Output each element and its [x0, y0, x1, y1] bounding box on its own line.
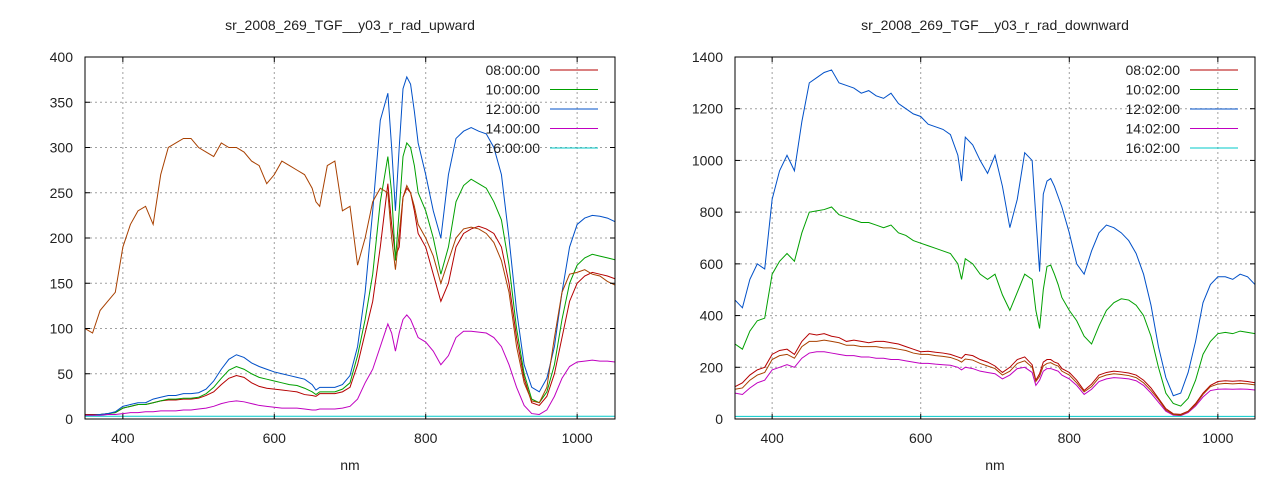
legend-label: 12:00:00 [486, 101, 541, 117]
y-tick-label: 400 [50, 49, 74, 65]
y-tick-label: 200 [700, 359, 724, 375]
series-line-100000 [85, 141, 615, 416]
legend-label: 14:00:00 [486, 121, 541, 137]
series-line-140200 [735, 351, 1255, 417]
chart-title: sr_2008_269_TGF__y03_r_rad_downward [861, 17, 1129, 33]
series-line-120200 [735, 69, 1255, 397]
chart-panel-1: 400 600 800 1000 0 50 100 150 200 250 300 350 400 sr_… [50, 17, 616, 473]
plot-frame [734, 56, 1256, 420]
x-tick-label: 400 [760, 430, 784, 446]
x-axis-label: nm [985, 457, 1004, 473]
legend-label: 10:02:00 [1126, 82, 1181, 98]
y-tick-label: 150 [50, 275, 74, 291]
legend-label: 10:00:00 [486, 82, 541, 98]
legend-label: 12:02:00 [1126, 101, 1181, 117]
series-line-140000 [85, 314, 615, 416]
series-line-unlabeled [735, 339, 1255, 416]
x-axis-label: nm [340, 457, 359, 473]
chart-panel-2: 400 600 800 1000 0 200 400 600 800 1000 1200 1400 sr… [692, 17, 1256, 473]
legend-label: 16:00:00 [486, 140, 541, 156]
x-tick-label: 1000 [562, 430, 593, 446]
legend-label: 08:00:00 [486, 62, 541, 78]
series-line-080000 [85, 183, 615, 415]
x-tick-label: 800 [1058, 430, 1082, 446]
y-tick-label: 800 [700, 204, 724, 220]
legend-label: 16:02:00 [1126, 140, 1181, 156]
x-tick-label: 800 [414, 430, 438, 446]
series-line-120000 [85, 75, 615, 416]
y-tick-label: 250 [50, 185, 74, 201]
y-tick-label: 0 [715, 411, 723, 427]
series-line-unlabeled [85, 137, 615, 404]
y-tick-label: 350 [50, 94, 74, 110]
y-tick-label: 1000 [692, 152, 723, 168]
y-tick-label: 100 [50, 321, 74, 337]
chart-title: sr_2008_269_TGF__y03_r_rad_upward [225, 17, 475, 33]
legend-label: 08:02:00 [1126, 62, 1181, 78]
x-tick-label: 600 [909, 430, 933, 446]
series-line-100200 [735, 206, 1255, 407]
y-tick-label: 1200 [692, 101, 723, 117]
x-tick-label: 1000 [1202, 430, 1233, 446]
y-tick-label: 200 [50, 230, 74, 246]
series-line-080200 [735, 333, 1255, 415]
x-tick-label: 600 [263, 430, 287, 446]
y-tick-label: 400 [700, 308, 724, 324]
x-tick-label: 400 [111, 430, 135, 446]
y-tick-label: 50 [57, 366, 73, 382]
y-tick-label: 0 [65, 411, 73, 427]
y-tick-label: 300 [50, 140, 74, 156]
legend-label: 14:02:00 [1126, 121, 1181, 137]
y-tick-label: 600 [700, 256, 724, 272]
y-tick-label: 1400 [692, 49, 723, 65]
